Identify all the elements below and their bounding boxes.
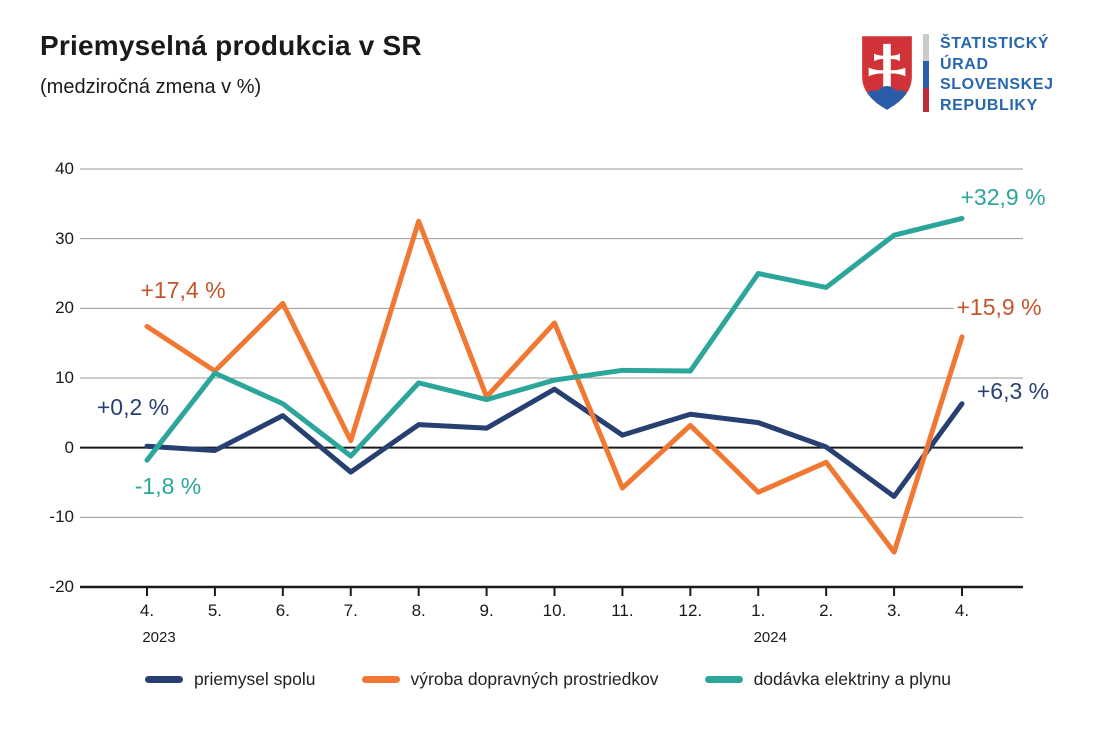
x-tick-label-12: 3. [886, 601, 902, 620]
y-tick-label--10: -10 [49, 507, 74, 527]
x-tick-label-3: 6. [275, 601, 290, 620]
annotation-doprava-start: +17,4 % [137, 278, 229, 302]
susr-logo-line-3: SLOVENSKEJ [940, 76, 1054, 93]
y-tick-label--20: -20 [49, 577, 74, 596]
annotation-doprava-end: +15,9 % [953, 295, 1045, 319]
susr-logo-line-4: REPUBLIKY [940, 96, 1038, 114]
x-tick-label-1: 4. [139, 601, 155, 620]
series-line-dodavka-elektriny-a-plynu [144, 215, 965, 463]
x-tick-label-4: 7. [343, 601, 358, 620]
susr-logo-line-1: ŠTATISTICKÝ [940, 35, 1050, 52]
y-tick-label-10: 10 [55, 368, 74, 387]
legend-label-vyroba-dopravnych-prostriedkov: výroba dopravných prostriedkov [410, 669, 659, 689]
x-tick-label-8: 11. [611, 601, 634, 620]
x-tick-label-10: 1. [751, 601, 766, 620]
legend-label-dodavka-elektriny-a-plynu: dodávka elektriny a plynu [753, 669, 952, 689]
annotation-elektrina-start: -1,8 % [131, 474, 205, 498]
legend-label-priemysel-spolu: priemysel spolu [193, 669, 316, 689]
slovak-coat-of-arms-icon [862, 36, 912, 110]
tricolor-bar-icon [923, 34, 929, 112]
susr-logo: ŠTATISTICKÝ ÚRAD SLOVENSKEJ REPUBLIKY [860, 34, 1054, 116]
legend-item-dodavka-elektriny-a-plynu: dodávka elektriny a plynu [704, 669, 952, 690]
series-line-vyroba-dopravnych-prostriedkov [144, 218, 965, 555]
x-tick-label-13: 4. [954, 601, 970, 620]
y-tick-label-30: 30 [55, 228, 74, 248]
y-tick-label-0: 0 [64, 437, 74, 457]
x-tick-label-9: 12. [678, 601, 703, 620]
series-line-priemysel-spolu [144, 386, 965, 499]
page-subtitle: (medziročná zmena v %) [40, 76, 262, 98]
y-tick-label-20: 20 [55, 298, 74, 318]
legend: priemysel spolu výroba dopravných prostr… [0, 669, 1096, 690]
annotation-priemysel-end: +6,3 % [973, 379, 1053, 403]
page-title: Priemyselná produkcia v SR [40, 30, 422, 61]
x-tick-label-5: 8. [411, 601, 426, 620]
annotation-elektrina-end: +32,9 % [957, 185, 1049, 209]
legend-marker-priemysel-spolu-icon [144, 676, 183, 683]
year-label-2023: 2023 [142, 629, 176, 646]
x-tick-label-2: 5. [207, 601, 222, 620]
susr-logo-text: ŠTATISTICKÝ ÚRAD SLOVENSKEJ REPUBLIKY [940, 34, 1054, 116]
annotation-priemysel-start: +0,2 % [93, 395, 173, 419]
legend-marker-vyroba-dopravnych-prostriedkov-icon [361, 676, 400, 683]
x-tick-label-6: 9. [479, 601, 494, 620]
y-tick-label-40: 40 [55, 159, 74, 178]
x-tick-label-11: 2. [819, 601, 834, 620]
susr-logo-line-2: ÚRAD [940, 55, 989, 73]
year-label-2024: 2024 [753, 629, 787, 646]
legend-item-vyroba-dopravnych-prostriedkov: výroba dopravných prostriedkov [361, 669, 659, 690]
legend-marker-dodavka-elektriny-a-plynu-icon [704, 676, 743, 683]
legend-item-priemysel-spolu: priemysel spolu [144, 669, 316, 690]
x-tick-label-7: 10. [542, 601, 567, 620]
